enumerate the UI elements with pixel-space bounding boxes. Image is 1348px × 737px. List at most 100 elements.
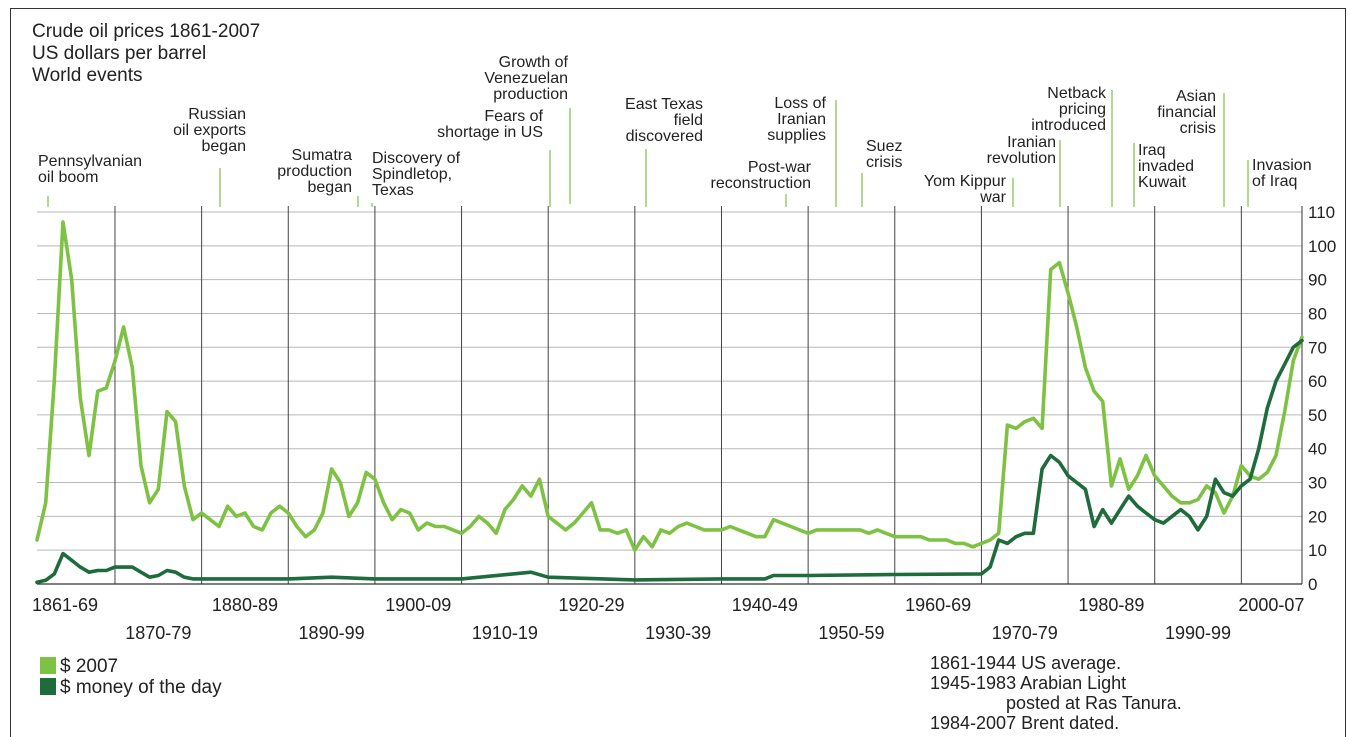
legend-label-money-of-day: $ money of the day	[60, 677, 222, 698]
y-tick-label-70: 70	[1308, 338, 1327, 357]
event-label-13-2: Kuwait	[1138, 174, 1187, 191]
event-label-15-1: of Iraq	[1252, 173, 1297, 190]
event-label-6-0: East Texas	[625, 96, 703, 113]
event-label-13-1: invaded	[1138, 158, 1194, 175]
event-label-9-0: Suez	[866, 138, 902, 155]
event-label-14-2: crisis	[1180, 120, 1216, 137]
y-tick-label-110: 110	[1308, 203, 1335, 222]
legend-item-money-of-day: $ money of the day	[40, 677, 222, 699]
event-label-4-0: Growth of	[499, 54, 569, 71]
x-tick-label-1990-99: 1990-99	[1165, 623, 1231, 643]
x-tick-label-1900-09: 1900-09	[385, 595, 451, 615]
x-tick-label-1880-89: 1880-89	[212, 595, 278, 615]
source-note-2: 1945-1983 Arabian Light	[930, 673, 1127, 693]
source-note-3: posted at Ras Tanura.	[1006, 693, 1182, 713]
chart-title: Crude oil prices 1861-2007	[32, 21, 261, 42]
event-label-12-1: pricing	[1059, 101, 1106, 118]
y-tick-label-10: 10	[1308, 541, 1327, 560]
x-tick-label-1960-69: 1960-69	[905, 595, 971, 615]
y-tick-label-20: 20	[1308, 507, 1327, 526]
event-label-0-1: oil boom	[38, 169, 98, 186]
event-label-12-0: Netback	[1047, 85, 1107, 102]
chart-subtitle-units: US dollars per barrel	[32, 43, 207, 64]
event-label-3-0: Discovery of	[372, 150, 461, 167]
chart-frame	[10, 8, 1346, 737]
x-tick-label-1980-89: 1980-89	[1078, 595, 1144, 615]
event-label-8-0: Loss of	[774, 95, 826, 112]
event-label-15-0: Invasion	[1252, 157, 1312, 174]
event-label-6-1: field	[674, 112, 703, 129]
gridlines	[37, 206, 1303, 585]
source-note-1: 1861-1944 US average.	[930, 653, 1122, 673]
x-tick-label-1910-19: 1910-19	[472, 623, 538, 643]
event-label-9-1: crisis	[866, 154, 902, 171]
y-tick-label-40: 40	[1308, 440, 1327, 459]
event-label-3-1: Spindletop,	[372, 166, 452, 183]
event-label-2-0: Sumatra	[292, 147, 353, 164]
series-line-0	[35, 220, 1304, 553]
event-label-8-1: Iranian	[777, 111, 826, 128]
legend-swatch-2007	[40, 657, 56, 674]
legend-label-2007: $ 2007	[60, 656, 119, 677]
y-tick-label-30: 30	[1308, 474, 1327, 493]
series-group	[35, 220, 1304, 585]
event-label-4-1: Venezuelan	[484, 70, 568, 87]
event-label-1-2: began	[202, 138, 247, 155]
event-label-4-2: production	[493, 86, 568, 103]
event-label-1-0: Russian	[188, 106, 246, 123]
event-label-7-0: Post-war	[748, 159, 812, 176]
axes-group: 0 10 20 30 40 50 60 70 80 90 100 110 1861-69 1870-79 1…	[32, 203, 1336, 643]
event-label-10-1: war	[979, 189, 1006, 206]
event-label-5-1: shortage in US	[437, 124, 543, 141]
event-label-14-0: Asian	[1176, 88, 1216, 105]
x-tick-label-1940-49: 1940-49	[732, 595, 798, 615]
y-tick-label-90: 90	[1308, 271, 1327, 290]
event-label-5-0: Fears of	[484, 108, 543, 125]
event-label-7-1: reconstruction	[711, 175, 812, 192]
chart-subtitle-events: World events	[32, 65, 143, 86]
event-label-11-1: revolution	[987, 150, 1056, 167]
event-label-2-2: began	[308, 179, 353, 196]
y-tick-label-60: 60	[1308, 372, 1327, 391]
event-label-1-1: oil exports	[173, 122, 246, 139]
event-label-8-2: supplies	[767, 127, 826, 144]
legend-item-2007: $ 2007	[40, 656, 118, 678]
x-tick-label-1930-39: 1930-39	[645, 623, 711, 643]
event-label-0-0: Pennsylvanian	[38, 153, 142, 170]
x-tick-label-1920-29: 1920-29	[558, 595, 624, 615]
x-tick-label-1890-99: 1890-99	[299, 623, 365, 643]
event-label-13-0: Iraq	[1138, 142, 1166, 159]
event-label-3-2: Texas	[372, 182, 414, 199]
event-label-2-1: production	[277, 163, 352, 180]
y-tick-label-80: 80	[1308, 304, 1327, 323]
x-tick-label-1870-79: 1870-79	[125, 623, 191, 643]
event-label-11-0: Iranian	[1007, 134, 1056, 151]
y-tick-label-0: 0	[1308, 575, 1317, 594]
event-label-12-2: introduced	[1031, 117, 1106, 134]
x-tick-label-1950-59: 1950-59	[818, 623, 884, 643]
x-tick-label-2000-07: 2000-07	[1238, 595, 1304, 615]
source-note-4: 1984-2007 Brent dated.	[930, 713, 1120, 733]
event-label-10-0: Yom Kippur	[924, 173, 1007, 190]
x-tick-label-1861-69: 1861-69	[32, 595, 98, 615]
event-label-6-2: discovered	[626, 128, 703, 145]
x-tick-label-1970-79: 1970-79	[992, 623, 1058, 643]
